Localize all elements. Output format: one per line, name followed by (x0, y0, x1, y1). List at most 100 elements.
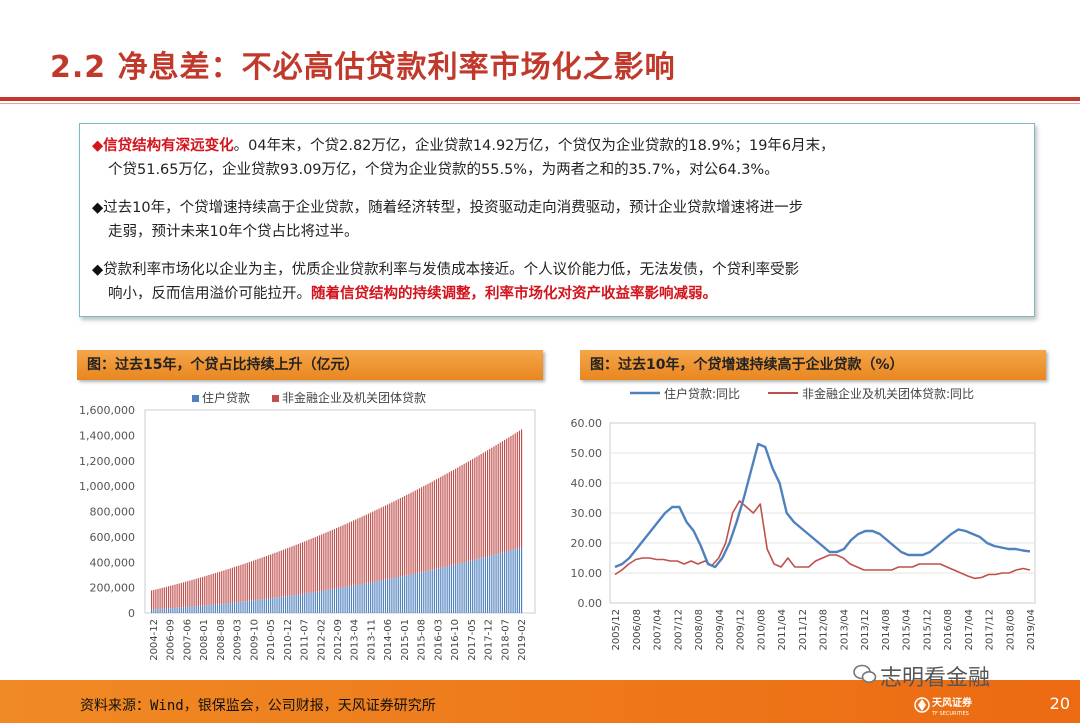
bar-corporate (478, 455, 480, 559)
bar-household (259, 599, 261, 613)
bar-household (229, 602, 231, 613)
x-tick-label: 2010/08 (756, 609, 767, 651)
bar-corporate (170, 585, 172, 609)
bar-corporate (404, 495, 406, 576)
bar-household (182, 607, 185, 613)
bar-corporate (278, 551, 280, 598)
bar-household (308, 592, 310, 613)
bar-household (461, 562, 463, 613)
bar-corporate (308, 539, 310, 593)
bar-household (272, 597, 274, 613)
bar-household (376, 581, 378, 613)
bar-household (261, 599, 263, 613)
bar-corporate (253, 560, 255, 601)
legend-swatch-corporate (272, 395, 279, 402)
bar-household (457, 563, 459, 613)
bar-corporate (291, 546, 293, 596)
diamond-bullet-icon: ◆ (92, 262, 104, 278)
bar-corporate (480, 454, 482, 559)
bar-corporate (486, 450, 489, 557)
bar-household (219, 604, 221, 613)
bar-household (418, 572, 421, 613)
bar-household (257, 599, 259, 613)
bar-household (429, 570, 431, 613)
bar-corporate (346, 523, 348, 587)
bar-household (210, 604, 212, 613)
bar-household (278, 597, 280, 613)
bar-corporate (395, 500, 397, 578)
bar-corporate (159, 588, 161, 609)
bar-household (446, 566, 448, 613)
bar-corporate (250, 561, 253, 601)
bar-household (425, 571, 427, 613)
bar-corporate (435, 479, 438, 569)
bar-household (329, 589, 331, 613)
bar-corporate (257, 559, 259, 600)
tf-securities-logo: 天风证券 TF SECURITIES (914, 696, 973, 717)
bar-corporate (457, 467, 459, 564)
bar-household (318, 591, 321, 613)
x-tick-label: 2016/08 (943, 609, 954, 651)
bar-corporate (223, 570, 225, 604)
x-tick-label: 2013-04 (350, 619, 361, 661)
x-tick-label: 2015/04 (902, 609, 913, 651)
bar-corporate (499, 442, 501, 554)
bar-corporate (342, 525, 344, 588)
bar-corporate (151, 590, 153, 610)
bar-corporate (380, 507, 382, 581)
bar-corporate (427, 483, 429, 571)
bar-corporate (306, 540, 308, 594)
bar-corporate (372, 511, 374, 583)
bar-household (397, 577, 399, 613)
x-tick-label: 2010-05 (266, 619, 277, 661)
bar-household (227, 603, 229, 613)
bullet-1-text: 。04年末，个贷2.82万亿，企业贷款14.92万亿，个贷仅为企业贷款的18.9… (233, 138, 835, 154)
bar-corporate (389, 503, 391, 579)
bullet-2-text: 过去10年，个贷增速持续高于企业贷款，随着经济转型，投资驱动走向消费驱动，预计企… (103, 200, 804, 216)
y-tick-label: 10.00 (571, 567, 603, 580)
bar-corporate (329, 530, 331, 590)
x-tick-label: 2019/04 (1026, 609, 1037, 651)
bullet-1-lead: 信贷结构有深远变化 (103, 138, 234, 154)
bar-household (297, 594, 299, 613)
bar-household (365, 583, 367, 613)
bar-corporate (225, 569, 227, 604)
bar-corporate (265, 556, 267, 599)
x-tick-label: 2016-10 (450, 619, 461, 661)
bar-corporate (189, 580, 191, 607)
y-tick-label: 30.00 (571, 507, 603, 520)
bar-household (206, 605, 208, 613)
bar-household (452, 564, 455, 613)
bar-household (491, 555, 493, 613)
bar-household (155, 609, 157, 613)
bar-corporate (363, 515, 365, 584)
bar-corporate (206, 575, 208, 606)
bar-corporate (512, 434, 514, 550)
bar-corporate (421, 487, 423, 573)
bar-corporate (467, 461, 470, 562)
bar-household (472, 560, 474, 613)
x-tick-label: 2015-08 (417, 619, 428, 661)
bar-household (212, 604, 214, 613)
bullet-1: ◆信贷结构有深远变化。04年末，个贷2.82万亿，企业贷款14.92万亿，个贷仅… (92, 134, 1022, 182)
bar-household (387, 579, 389, 613)
bar-corporate (416, 489, 418, 574)
x-tick-label: 2019-02 (517, 619, 528, 661)
bar-household (274, 597, 276, 613)
bar-household (250, 600, 253, 613)
bar-corporate (299, 543, 302, 595)
summary-box: ◆ 信贷结构有深远变化。04年末，个贷2.82万亿，企业贷款14.92万亿，个贷仅… (79, 123, 1035, 317)
bar-household (518, 548, 521, 613)
bar-corporate (440, 476, 442, 568)
page-number: 20 (1049, 694, 1070, 713)
bar-corporate (259, 558, 261, 600)
bar-corporate (374, 510, 376, 582)
bar-household (323, 590, 325, 613)
bar-household (512, 549, 514, 613)
x-tick-label: 2007/12 (673, 609, 684, 651)
bar-household (244, 601, 246, 613)
y-tick-label: 1,200,000 (79, 455, 135, 468)
bar-household (331, 589, 333, 613)
bar-household (163, 608, 165, 613)
bar-household (482, 557, 484, 613)
